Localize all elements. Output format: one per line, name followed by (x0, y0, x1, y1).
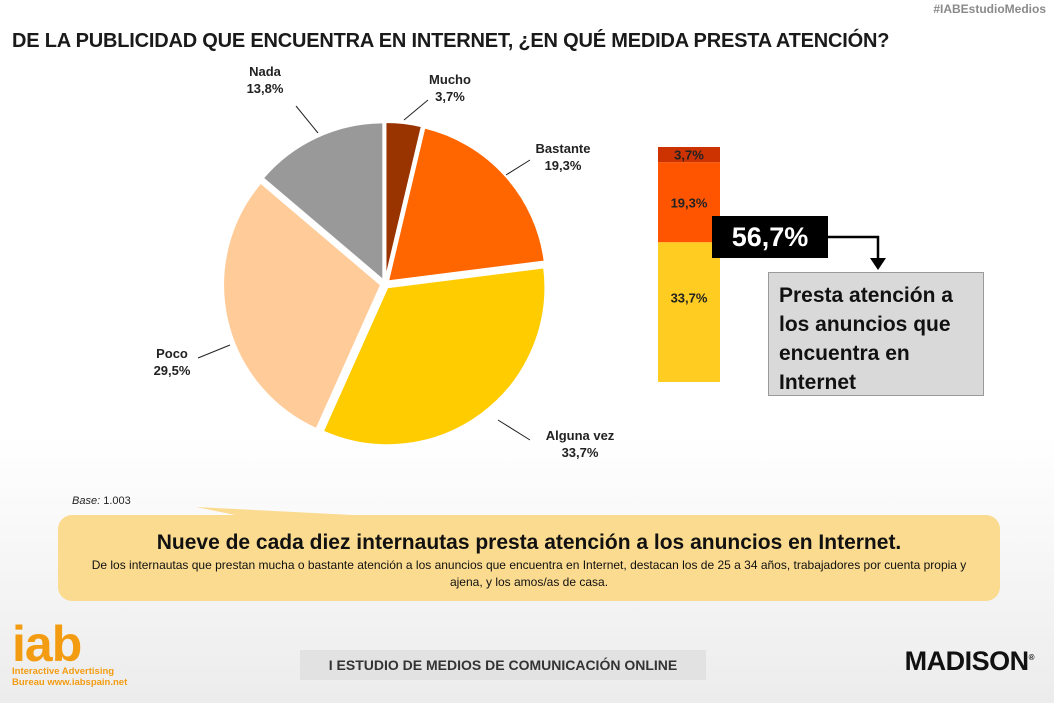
callout-title: Nueve de cada diez internautas presta at… (156, 531, 902, 554)
bar-segment-3 (658, 242, 720, 382)
total-percentage-box: 56,7% (712, 216, 828, 258)
madison-word: MADISON (904, 646, 1030, 676)
pie-label: Nada (249, 64, 282, 79)
base-label: Base: (72, 495, 101, 507)
arrow-head-icon (870, 258, 886, 270)
callout-text: De los internautas que prestan mucha o b… (91, 558, 967, 589)
bar-segment-label: 19,3% (671, 195, 708, 210)
pie-label: Alguna vez (546, 428, 615, 443)
bar-segment-label: 33,7% (671, 290, 708, 305)
pie-value-label: 19,3% (545, 158, 582, 173)
pie-slice-poco (222, 181, 383, 431)
pie-label: Bastante (536, 141, 591, 156)
iab-logo: iab Interactive Advertising Bureau www.i… (12, 616, 128, 688)
stacked-bar-chart: 3,7% 19,3% 33,7% (658, 147, 720, 382)
pie-leader-line (403, 99, 429, 121)
bar-segment-2 (658, 162, 720, 243)
hashtag: #IABEstudioMedios (933, 2, 1046, 16)
pie-label: Poco (156, 346, 188, 361)
pie-label: Mucho (429, 72, 471, 87)
base-value: 1.003 (103, 495, 131, 507)
madison-logo: MADISON® (904, 646, 1035, 677)
pie-leader-line (197, 344, 231, 359)
callout-box: Nueve de cada diez internautas presta at… (58, 515, 1000, 601)
pie-value-label: 3,7% (435, 89, 465, 104)
base-note: Base: 1.003 (72, 495, 131, 507)
pie-slice-alguna-vez (321, 266, 547, 447)
pie-slice-nada (261, 121, 385, 283)
pie-value-label: 33,7% (562, 445, 599, 460)
pie-value-label: 13,8% (247, 81, 284, 96)
arrow-connector (828, 235, 880, 262)
pie-value-label: 29,5% (154, 363, 191, 378)
pie-slice-bastante (386, 126, 546, 283)
pie-leader-line (497, 419, 531, 441)
iab-logo-line1: Interactive Advertising (12, 666, 115, 677)
pie-chart: Mucho 3,7% Bastante 19,3% Alguna vez 33,7% Poc… (154, 64, 615, 460)
bar-segment-label: 3,7% (674, 148, 704, 163)
iab-logo-word: iab (12, 616, 82, 672)
pie-leader-line (295, 105, 319, 134)
study-title: I ESTUDIO DE MEDIOS DE COMUNICACIÓN ONLI… (300, 650, 706, 680)
total-caption-box: Presta atención a los anuncios que encue… (768, 272, 984, 396)
madison-mark: ® (1028, 653, 1035, 662)
pie-slice-mucho (384, 121, 424, 281)
iab-logo-line2: Bureau www.iabspain.net (12, 677, 128, 688)
chart-title: DE LA PUBLICIDAD QUE ENCUENTRA EN INTERN… (12, 30, 890, 52)
pie-leader-line (505, 159, 531, 176)
bar-segment-1 (658, 147, 720, 163)
